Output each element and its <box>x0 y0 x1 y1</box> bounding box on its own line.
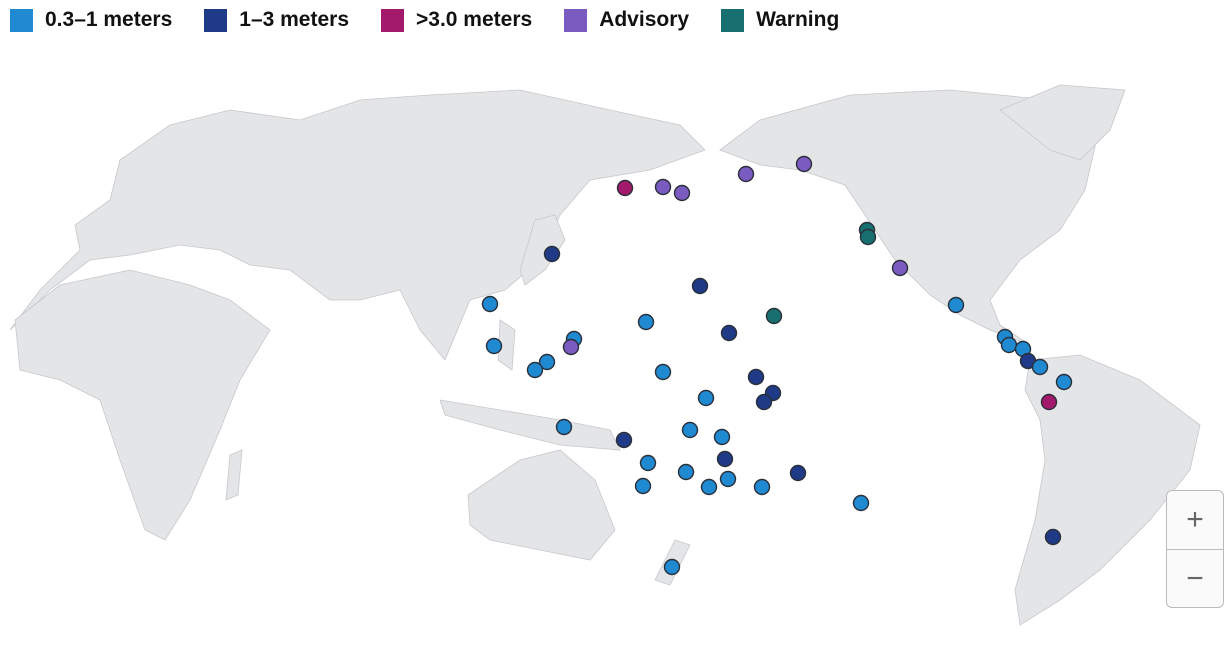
station-marker[interactable] <box>538 353 556 371</box>
station-marker[interactable] <box>663 558 681 576</box>
station-marker[interactable] <box>747 368 765 386</box>
station-marker[interactable] <box>616 179 634 197</box>
legend-item: >3.0 meters <box>381 8 532 32</box>
station-marker[interactable] <box>755 393 773 411</box>
station-marker[interactable] <box>1055 373 1073 391</box>
indonesia <box>439 399 621 451</box>
station-marker[interactable] <box>891 259 909 277</box>
station-marker[interactable] <box>681 421 699 439</box>
station-marker[interactable] <box>615 431 633 449</box>
madagascar <box>225 449 243 501</box>
greenland <box>999 84 1126 161</box>
station-marker[interactable] <box>795 155 813 173</box>
station-marker[interactable] <box>691 277 709 295</box>
legend-label: Advisory <box>599 8 690 31</box>
zoom-out-button[interactable]: − <box>1167 549 1223 607</box>
station-marker[interactable] <box>634 477 652 495</box>
station-marker[interactable] <box>1040 393 1058 411</box>
station-marker[interactable] <box>555 418 573 436</box>
legend-swatch <box>381 8 405 32</box>
legend-swatch <box>204 8 228 32</box>
station-marker[interactable] <box>719 470 737 488</box>
station-marker[interactable] <box>1044 528 1062 546</box>
zoom-in-button[interactable]: + <box>1186 503 1204 536</box>
legend-item: 0.3–1 meters <box>10 8 172 32</box>
station-marker[interactable] <box>859 228 877 246</box>
markers <box>481 155 1073 576</box>
station-marker[interactable] <box>526 361 544 379</box>
legend: 0.3–1 meters 1–3 meters >3.0 meters Advisor… <box>10 8 839 32</box>
station-marker[interactable] <box>543 245 561 263</box>
station-marker[interactable] <box>713 428 731 446</box>
station-marker[interactable] <box>852 494 870 512</box>
land <box>9 84 1201 626</box>
legend-label: 0.3–1 meters <box>45 8 173 31</box>
station-marker[interactable] <box>737 165 755 183</box>
legend-label: Warning <box>756 8 840 31</box>
eurasia <box>9 89 706 361</box>
station-marker[interactable] <box>485 337 503 355</box>
station-marker[interactable] <box>677 463 695 481</box>
legend-item: Warning <box>721 8 839 32</box>
north-america <box>719 89 1101 346</box>
station-marker[interactable] <box>753 478 771 496</box>
station-marker[interactable] <box>639 454 657 472</box>
zoom-control: + − <box>1166 490 1224 608</box>
legend-label: >3.0 meters <box>416 8 533 31</box>
legend-swatch <box>721 8 745 32</box>
australia <box>467 449 616 561</box>
station-marker[interactable] <box>562 338 580 356</box>
station-marker[interactable] <box>947 296 965 314</box>
station-marker[interactable] <box>481 295 499 313</box>
station-marker[interactable] <box>789 464 807 482</box>
station-marker[interactable] <box>765 307 783 325</box>
station-marker[interactable] <box>654 363 672 381</box>
station-marker[interactable] <box>637 313 655 331</box>
japan <box>519 214 566 286</box>
station-marker[interactable] <box>700 478 718 496</box>
station-marker[interactable] <box>697 389 715 407</box>
africa <box>14 269 271 541</box>
legend-label: 1–3 meters <box>239 8 350 31</box>
station-marker[interactable] <box>654 178 672 196</box>
station-marker[interactable] <box>1000 336 1018 354</box>
station-marker[interactable] <box>673 184 691 202</box>
legend-swatch <box>10 8 33 32</box>
legend-item: 1–3 meters <box>204 8 349 32</box>
station-marker[interactable] <box>716 450 734 468</box>
station-marker[interactable] <box>1031 358 1049 376</box>
station-marker[interactable] <box>720 324 738 342</box>
south-america <box>1014 354 1201 626</box>
legend-item: Advisory <box>564 8 689 32</box>
legend-swatch <box>564 8 588 32</box>
